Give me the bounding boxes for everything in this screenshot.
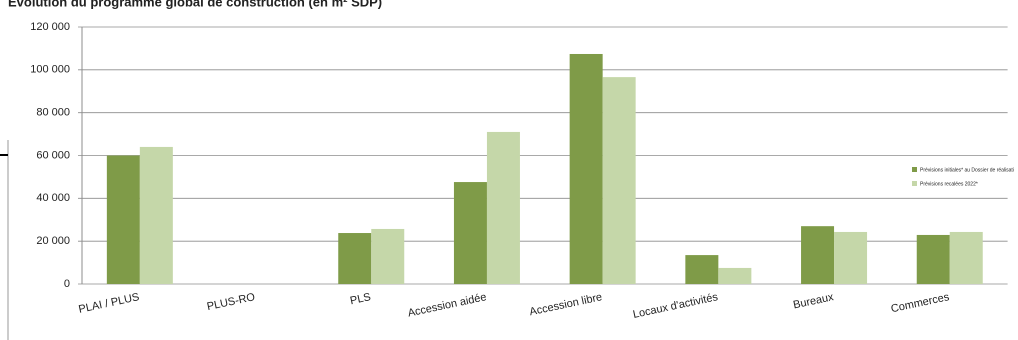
- legend-label: Prévisions initiales* au Dossier de réal…: [920, 167, 1014, 173]
- y-tick-label: 60 000: [36, 149, 70, 161]
- y-tick-label: 100 000: [30, 64, 70, 76]
- bar: [139, 146, 173, 284]
- y-tick-label: 40 000: [36, 192, 70, 204]
- bar: [602, 77, 636, 285]
- legend-swatch: [912, 181, 917, 186]
- bar: [453, 182, 487, 284]
- bar: [338, 233, 372, 284]
- bar: [569, 53, 603, 284]
- y-tick-label: 120 000: [30, 21, 70, 33]
- bar: [916, 234, 950, 284]
- chart-title: Evolution du programme global de constru…: [8, 0, 382, 9]
- x-tick-label: PLS: [349, 291, 372, 307]
- bar: [801, 226, 835, 284]
- y-tick-label: 80 000: [36, 107, 70, 119]
- legend-swatch: [912, 167, 917, 172]
- y-tick-label: 20 000: [36, 235, 70, 247]
- bar: [949, 231, 983, 284]
- bar: [106, 155, 140, 284]
- legend-label: Prévisions recalées 2022*: [920, 181, 978, 187]
- bar: [486, 131, 520, 284]
- bar: [685, 255, 719, 284]
- bar: [834, 231, 868, 284]
- bar: [371, 228, 405, 284]
- y-tick-label: 0: [64, 278, 70, 290]
- bar: [718, 267, 752, 284]
